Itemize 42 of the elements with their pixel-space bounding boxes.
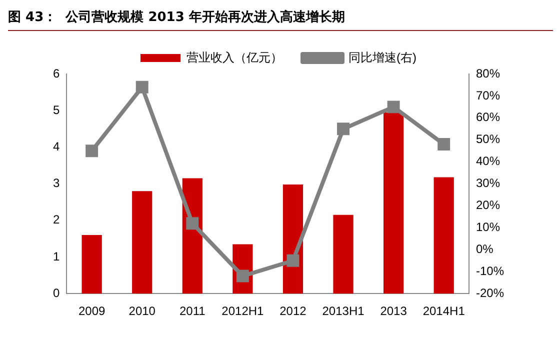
chart-title: 图 43： 公司营收规模 2013 年开始再次进入高速增长期 — [8, 8, 553, 31]
y-tick-label: 4 — [52, 140, 60, 154]
y-tick-label: 1 — [52, 249, 60, 264]
y-tick-label: 6 — [52, 66, 60, 80]
point — [387, 100, 400, 114]
bar — [434, 177, 454, 294]
x-tick-label: 2009 — [78, 304, 106, 318]
x-tick-label: 2012 — [280, 304, 307, 318]
y2-tick-label: -10% — [476, 264, 504, 278]
y2-tick-label: -20% — [476, 286, 504, 300]
point — [136, 80, 148, 94]
bar — [383, 112, 404, 294]
x-tick-label: 2013H1 — [322, 304, 365, 318]
y2-tick-label: 10% — [476, 220, 500, 234]
y2-tick-label: 50% — [476, 132, 500, 146]
bar — [132, 191, 152, 294]
x-tick-label: 2013 — [380, 304, 408, 318]
y-tick-label: 0 — [52, 286, 60, 300]
y2-tick-label: 60% — [476, 110, 500, 124]
point — [186, 217, 199, 230]
x-tick-label: 2010 — [128, 304, 156, 318]
legend-label: 同比增速(右) — [348, 50, 417, 64]
x-tick-label: 2011 — [179, 304, 206, 318]
point — [86, 144, 98, 158]
y-tick-label: 3 — [52, 176, 60, 190]
point — [286, 254, 300, 267]
y2-tick-label: 20% — [476, 198, 500, 212]
point — [337, 122, 350, 136]
y2-tick-label: 80% — [476, 66, 500, 80]
y-tick-label: 5 — [52, 102, 60, 117]
y2-tick-label: 70% — [476, 88, 500, 102]
point — [236, 270, 249, 282]
bar — [82, 235, 102, 294]
point — [438, 138, 450, 151]
legend-label: 营业收入（亿元） — [186, 50, 283, 64]
y2-tick-label: 40% — [476, 154, 500, 168]
y-tick-label: 2 — [52, 212, 60, 227]
x-tick-label: 2014H1 — [422, 304, 466, 318]
x-tick-label: 2012H1 — [222, 304, 264, 318]
bar — [333, 214, 354, 294]
y2-tick-label: 0% — [476, 242, 494, 256]
y2-tick-label: 30% — [476, 176, 500, 190]
